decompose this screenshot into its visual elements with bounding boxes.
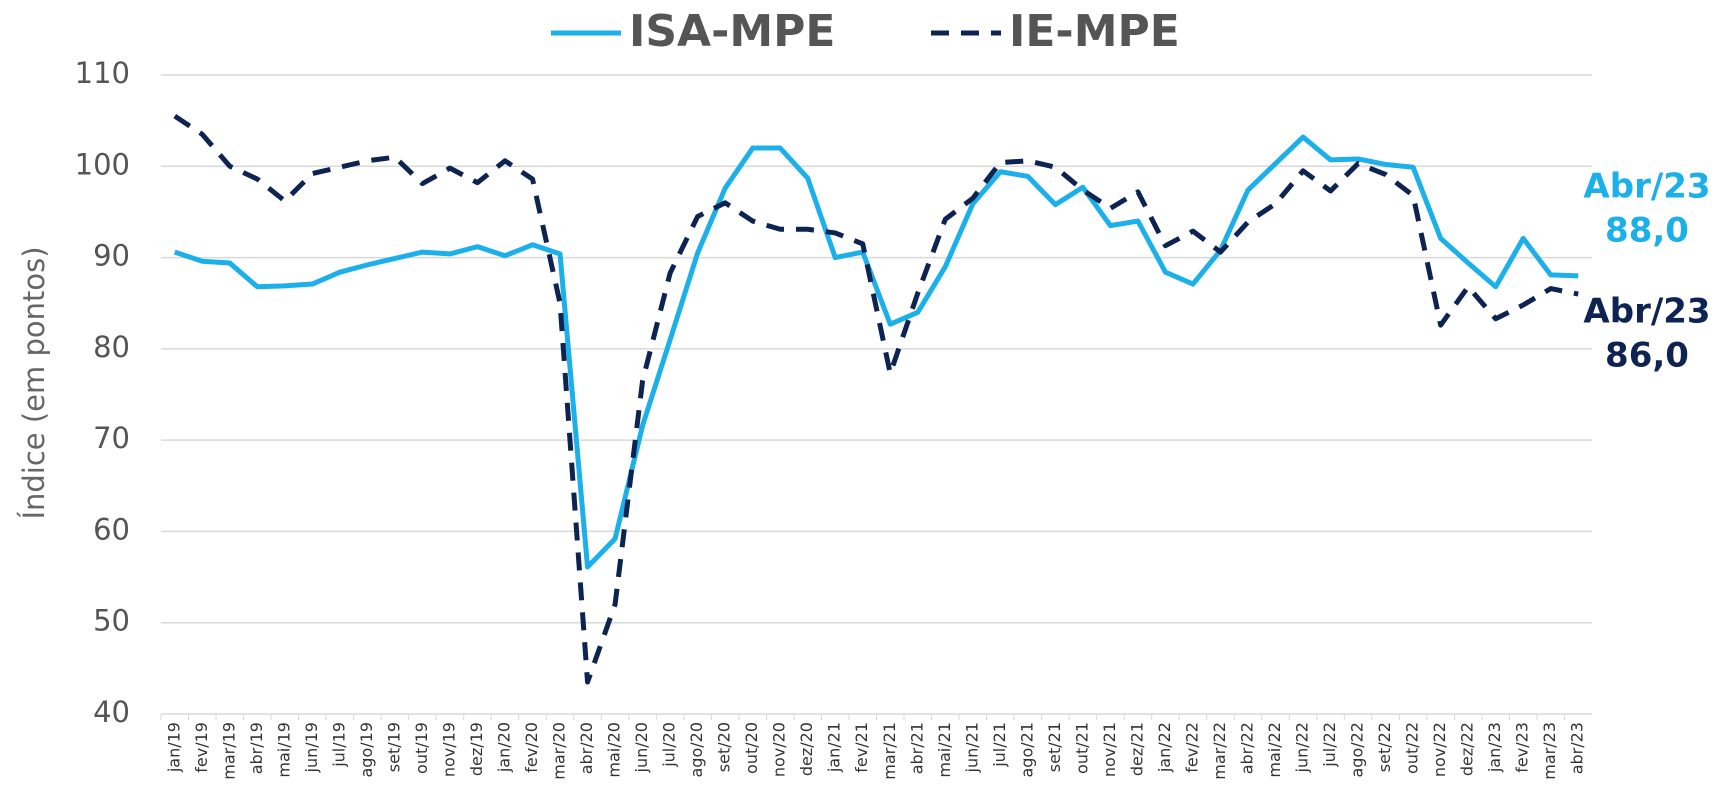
y-tick-label: 80	[93, 330, 130, 364]
x-tick-label: jun/19	[302, 722, 321, 773]
x-tick-label: mar/23	[1540, 722, 1559, 780]
x-tick-label: mai/20	[605, 722, 624, 778]
series-line	[173, 134, 1579, 570]
x-tick-label: set/21	[1045, 722, 1064, 772]
x-tick-label: nov/20	[770, 722, 789, 777]
y-tick-label: 50	[93, 604, 130, 638]
legend-label: ISA-MPE	[629, 6, 835, 57]
x-tick-label: jun/20	[632, 722, 651, 773]
x-tick-label: fev/20	[522, 722, 541, 773]
x-tick-label: mar/19	[219, 722, 238, 780]
x-tick-label: dez/19	[467, 722, 486, 776]
x-tick-label: abr/21	[907, 722, 926, 774]
annotation-value: 86,0	[1605, 336, 1689, 376]
y-tick-label: 40	[93, 695, 130, 729]
x-tick-label: abr/20	[577, 722, 596, 774]
y-tick-label: 90	[93, 239, 130, 273]
x-tick-label: ago/22	[1348, 722, 1367, 778]
series-line	[173, 113, 1579, 685]
x-tick-label: dez/20	[797, 722, 816, 776]
x-tick-label: jan/21	[825, 722, 844, 773]
legend-label: IE-MPE	[1009, 6, 1180, 57]
x-tick-label: jan/20	[494, 722, 513, 773]
y-tick-label: 110	[75, 56, 130, 90]
y-tick-label: 60	[93, 512, 130, 546]
x-tick-label: fev/21	[852, 722, 871, 773]
x-tick-label: mar/21	[880, 722, 899, 780]
annotation-value: 88,0	[1605, 211, 1689, 251]
x-tick-label: nov/19	[439, 722, 458, 777]
x-tick-label: fev/19	[192, 722, 211, 773]
y-axis-label: Índice (em pontos)	[17, 246, 51, 519]
x-tick-label: jul/19	[329, 722, 348, 768]
x-tick-label: fev/23	[1513, 722, 1532, 773]
annotation-label: Abr/23	[1583, 292, 1710, 332]
x-tick-label: mai/22	[1265, 722, 1284, 778]
x-tick-label: set/20	[715, 722, 734, 772]
x-tick-label: out/21	[1072, 722, 1091, 774]
x-tick-label: nov/22	[1430, 722, 1449, 777]
x-tick-label: mar/20	[550, 722, 569, 780]
x-tick-label: dez/21	[1127, 722, 1146, 776]
x-tick-label: jan/22	[1155, 722, 1174, 773]
x-tick-label: set/19	[384, 722, 403, 772]
x-tick-label: nov/21	[1100, 722, 1119, 777]
x-tick-label: mai/21	[935, 722, 954, 778]
x-tick-label: ago/20	[687, 722, 706, 778]
x-tick-label: abr/23	[1568, 722, 1587, 774]
x-tick-label: jul/21	[990, 722, 1009, 768]
x-tick-label: set/22	[1375, 722, 1394, 772]
x-tick-label: jun/22	[1293, 722, 1312, 773]
x-tick-label: mar/22	[1210, 722, 1229, 780]
x-tick-label: jul/20	[660, 722, 679, 768]
x-tick-label: jun/21	[962, 722, 981, 773]
y-tick-label: 70	[93, 421, 130, 455]
x-tick-label: out/22	[1403, 722, 1422, 774]
x-tick-label: fev/22	[1182, 722, 1201, 773]
x-tick-label: abr/22	[1238, 722, 1257, 774]
x-tick-label: ago/19	[357, 722, 376, 778]
x-tick-label: jul/22	[1320, 722, 1339, 768]
x-tick-label: dez/22	[1458, 722, 1477, 776]
annotation-label: Abr/23	[1583, 167, 1710, 207]
x-tick-label: jan/19	[164, 722, 183, 773]
x-tick-label: abr/19	[247, 722, 266, 774]
x-tick-label: out/19	[412, 722, 431, 774]
x-tick-label: mai/19	[274, 722, 293, 778]
y-tick-label: 100	[75, 147, 130, 181]
x-tick-label: out/20	[742, 722, 761, 774]
x-tick-label: ago/21	[1017, 722, 1036, 778]
x-tick-label: jan/23	[1485, 722, 1504, 773]
